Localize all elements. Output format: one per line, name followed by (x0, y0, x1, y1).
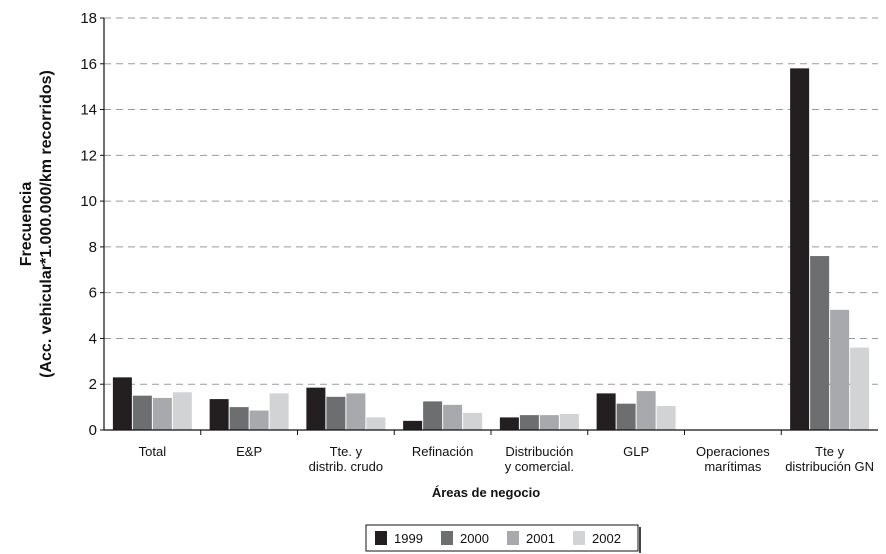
y-tick-labels: 0 2 4 6 8 10 12 14 16 18 (80, 10, 97, 439)
bar-1999 (499, 417, 519, 430)
bar-2001 (636, 391, 656, 430)
bar-2002 (656, 405, 676, 430)
x-category-label: Refinación (412, 444, 473, 459)
x-category-label: Tte y distribución GN (785, 444, 874, 474)
x-category-label: Operaciones marítimas (696, 444, 770, 474)
legend-swatch-2002 (573, 531, 585, 545)
x-category-label: Total (139, 444, 167, 459)
bar-2002 (559, 413, 579, 430)
bar-2000 (132, 395, 152, 430)
legend-label-2000: 2000 (460, 531, 489, 546)
bar-2000 (229, 407, 249, 430)
bar-2002 (850, 347, 870, 430)
bar-2000 (326, 396, 346, 430)
y-tick-label: 12 (80, 147, 97, 164)
y-tick-label: 6 (89, 285, 97, 302)
bar-2000 (519, 415, 539, 430)
bar-2002 (172, 392, 192, 430)
bar-2002 (463, 412, 483, 430)
axes (100, 17, 878, 435)
y-tick-label: 8 (89, 239, 97, 256)
bar-2001 (346, 393, 366, 430)
y-tick-label: 16 (80, 56, 97, 73)
bar-2001 (249, 410, 269, 430)
y-tick-label: 10 (80, 193, 97, 210)
y-axis-title: Frecuencia (Acc. vehicular*1.000.000/km r… (18, 70, 55, 378)
legend-swatch-2001 (507, 531, 519, 545)
bar-2000 (423, 401, 443, 430)
bar-2002 (366, 417, 386, 430)
legend-box (365, 524, 639, 552)
x-category-label: GLP (623, 444, 649, 459)
y-tick-label: 4 (89, 330, 97, 347)
bar-1999 (790, 68, 810, 430)
bar-2001 (830, 309, 850, 430)
x-axis-title: Áreas de negocio (432, 485, 540, 500)
y-tick-label: 2 (89, 376, 97, 393)
bar-2001 (443, 404, 463, 430)
legend-label-2002: 2002 (592, 531, 621, 546)
x-category-labels: Total E&P Tte. y distrib. crudo Refinación Di… (139, 444, 874, 474)
x-category-label: E&P (236, 444, 262, 459)
bar-2001 (539, 415, 559, 430)
bar-2000 (810, 256, 830, 430)
bar-2001 (152, 397, 172, 430)
legend-swatch-1999 (375, 531, 387, 545)
legend-swatch-2000 (441, 531, 453, 545)
legend-label-1999: 1999 (394, 531, 423, 546)
bar-1999 (209, 399, 229, 430)
x-category-label: Distribución y comercial. (505, 444, 574, 474)
legend-label-2001: 2001 (526, 531, 555, 546)
y-tick-label: 18 (80, 10, 97, 27)
bar-1999 (112, 377, 132, 430)
gridlines (104, 17, 878, 385)
bar-2000 (616, 403, 636, 430)
bar-1999 (403, 420, 423, 430)
bar-2002 (269, 393, 289, 430)
y-axis-title-text: Frecuencia (Acc. vehicular*1.000.000/km r… (18, 70, 55, 378)
y-tick-label: 14 (80, 102, 97, 119)
bar-1999 (596, 393, 616, 430)
bars (112, 68, 870, 430)
legend: 1999 2000 2001 2002 (365, 524, 641, 553)
bar-1999 (306, 387, 326, 430)
x-category-label: Tte. y distrib. crudo (309, 444, 383, 474)
y-tick-label: 0 (89, 422, 97, 439)
